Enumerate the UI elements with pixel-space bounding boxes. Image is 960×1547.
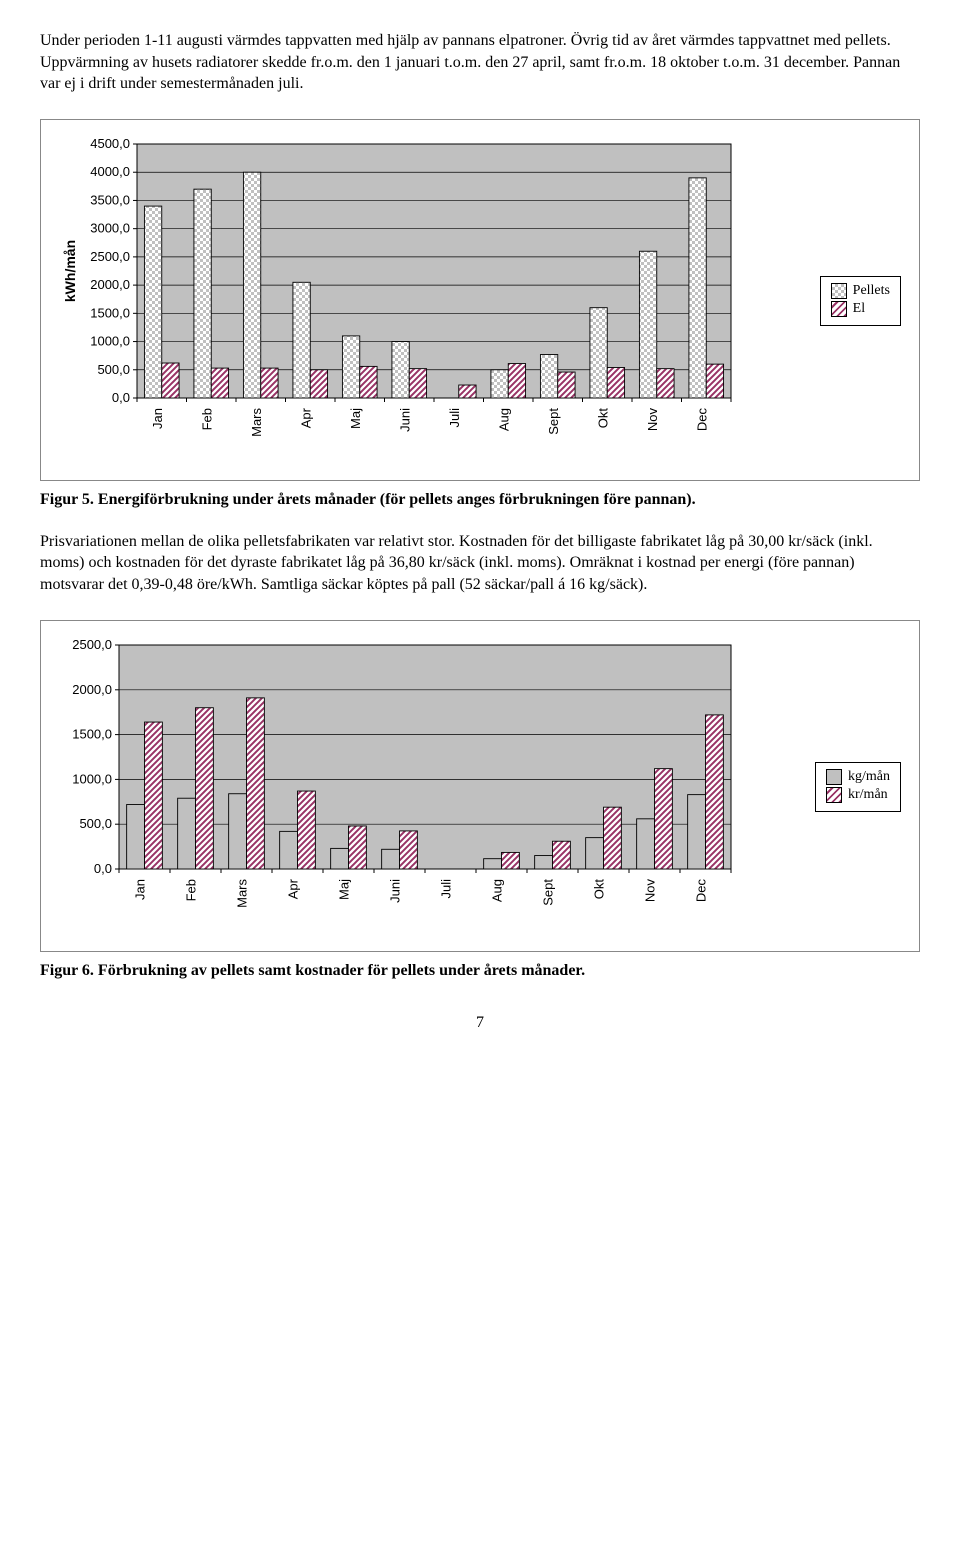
svg-text:Juli: Juli	[439, 878, 454, 898]
svg-text:Dec: Dec	[694, 407, 709, 431]
svg-text:Juli: Juli	[447, 408, 462, 428]
intro-paragraph: Under perioden 1-11 augusti värmdes tapp…	[40, 30, 920, 95]
svg-text:Juni: Juni	[388, 878, 403, 902]
svg-text:Aug: Aug	[496, 408, 511, 431]
legend-label-kr: kr/mån	[848, 787, 888, 803]
svg-text:Juni: Juni	[397, 408, 412, 432]
svg-text:0,0: 0,0	[94, 861, 112, 876]
svg-text:Feb: Feb	[184, 879, 199, 901]
svg-text:Sept: Sept	[541, 878, 556, 905]
svg-text:1500,0: 1500,0	[90, 305, 130, 320]
svg-text:Jan: Jan	[133, 879, 148, 900]
svg-text:kWh/mån: kWh/mån	[62, 240, 78, 302]
svg-text:Nov: Nov	[643, 878, 658, 902]
legend-label-kg: kg/mån	[848, 769, 890, 785]
legend-swatch-kg	[826, 769, 842, 785]
legend-label-pellets: Pellets	[853, 283, 890, 299]
svg-text:Apr: Apr	[298, 407, 313, 428]
svg-text:2000,0: 2000,0	[90, 277, 130, 292]
svg-text:Mars: Mars	[235, 878, 250, 907]
svg-text:Apr: Apr	[286, 878, 301, 899]
svg-text:Maj: Maj	[348, 408, 363, 429]
legend-label-el: El	[853, 301, 865, 317]
svg-text:0,0: 0,0	[112, 390, 130, 405]
legend-item-kg: kg/mån	[826, 769, 890, 785]
svg-text:1000,0: 1000,0	[90, 333, 130, 348]
svg-text:Okt: Okt	[595, 407, 610, 428]
svg-text:Jan: Jan	[150, 408, 165, 429]
svg-text:1500,0: 1500,0	[72, 726, 112, 741]
svg-text:500,0: 500,0	[79, 816, 112, 831]
legend-item-pellets: Pellets	[831, 283, 890, 299]
page-number: 7	[40, 1014, 920, 1032]
chart2-box: 0,0 500,0 1000,0 1500,0 2000,0 2500,0 Jan Feb Ma…	[40, 620, 920, 952]
svg-text:Maj: Maj	[337, 878, 352, 899]
svg-text:3000,0: 3000,0	[90, 220, 130, 235]
chart2-legend: kg/mån kr/mån	[815, 762, 901, 812]
svg-text:1000,0: 1000,0	[72, 771, 112, 786]
legend-item-el: El	[831, 301, 890, 317]
svg-text:Okt: Okt	[592, 878, 607, 899]
svg-text:Feb: Feb	[199, 408, 214, 430]
legend-swatch-pellets	[831, 283, 847, 299]
svg-text:2000,0: 2000,0	[72, 681, 112, 696]
svg-text:Dec: Dec	[694, 878, 709, 902]
legend-item-kr: kr/mån	[826, 787, 890, 803]
legend-swatch-kr	[826, 787, 842, 803]
chart1-legend: Pellets El	[820, 276, 901, 326]
legend-swatch-el	[831, 301, 847, 317]
chart1-box: 0,0 500,0 1000,0 1500,0 2000,0 2500,0 3000,0 35…	[40, 119, 920, 481]
svg-text:Aug: Aug	[490, 879, 505, 902]
svg-text:4500,0: 4500,0	[90, 136, 130, 151]
svg-text:2500,0: 2500,0	[72, 637, 112, 652]
chart2: 0,0 500,0 1000,0 1500,0 2000,0 2500,0 Jan Feb Ma…	[59, 637, 801, 937]
chart1-caption: Figur 5. Energiförbrukning under årets m…	[40, 491, 920, 509]
svg-text:4000,0: 4000,0	[90, 164, 130, 179]
svg-text:3500,0: 3500,0	[90, 192, 130, 207]
middle-paragraph: Prisvariationen mellan de olika pelletsf…	[40, 531, 920, 596]
svg-text:Sept: Sept	[546, 407, 561, 434]
chart2-caption: Figur 6. Förbrukning av pellets samt kos…	[40, 962, 920, 980]
svg-text:Nov: Nov	[645, 407, 660, 431]
svg-text:2500,0: 2500,0	[90, 249, 130, 264]
svg-text:Mars: Mars	[249, 407, 264, 436]
chart1: 0,0 500,0 1000,0 1500,0 2000,0 2500,0 3000,0 35…	[59, 136, 806, 466]
svg-text:500,0: 500,0	[97, 362, 130, 377]
